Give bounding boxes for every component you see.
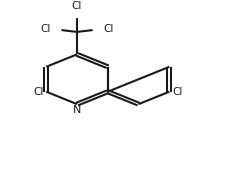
Text: Cl: Cl <box>171 87 182 97</box>
Text: Cl: Cl <box>33 87 43 97</box>
Text: Cl: Cl <box>40 24 50 34</box>
Text: Cl: Cl <box>103 24 113 34</box>
Text: Cl: Cl <box>72 1 82 11</box>
Text: N: N <box>73 105 81 115</box>
